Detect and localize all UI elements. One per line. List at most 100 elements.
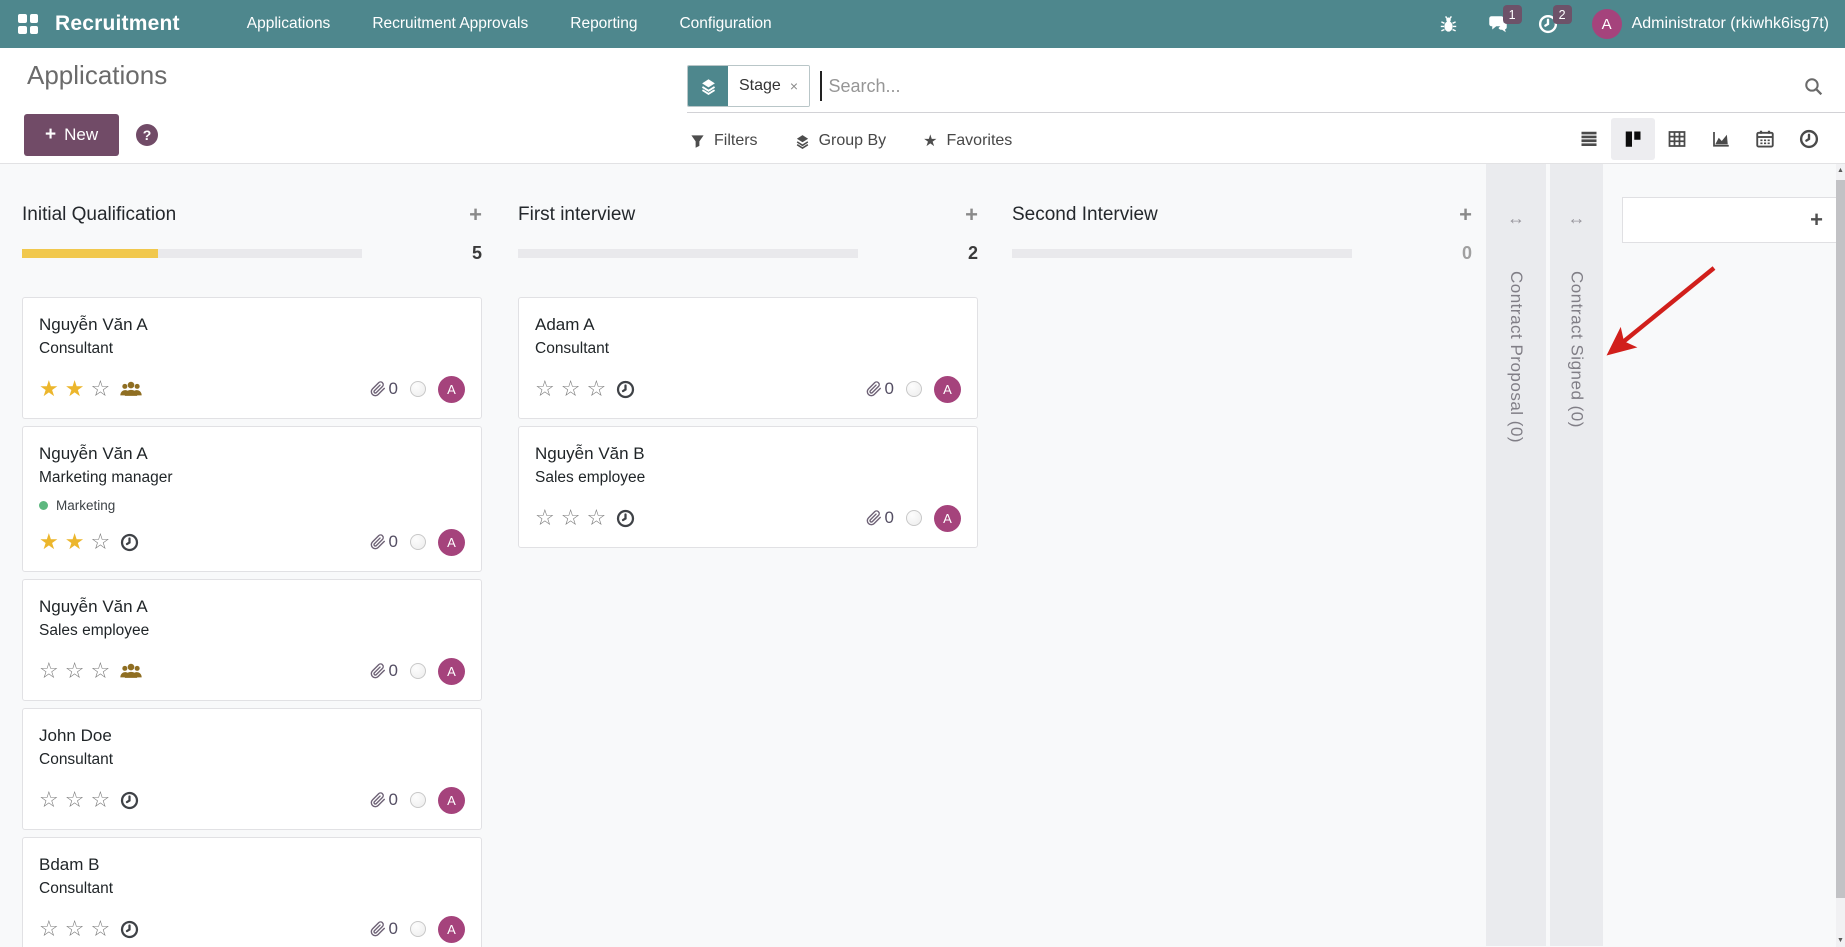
responsible-avatar[interactable]: A (438, 786, 465, 814)
kanban-state-icon[interactable] (410, 534, 426, 550)
attachment-count: 0 (370, 790, 398, 810)
responsible-avatar[interactable]: A (934, 375, 961, 403)
add-column-icon[interactable]: + (1810, 207, 1823, 232)
priority-stars: ★ ★ ☆ (39, 531, 110, 553)
view-calendar-button[interactable] (1743, 118, 1787, 160)
kanban-state-icon[interactable] (410, 792, 426, 808)
kanban-card[interactable]: John Doe Consultant ☆ ☆ ☆ 0 A (22, 708, 482, 830)
facet-remove-icon[interactable]: × (789, 78, 798, 94)
star-icon[interactable]: ☆ (535, 505, 555, 530)
text-cursor (820, 71, 822, 101)
star-icon[interactable]: ☆ (64, 658, 85, 683)
kanban-card[interactable]: Nguyễn Văn A Marketing manager Marketing… (22, 426, 482, 572)
scroll-down-icon[interactable]: ▼ (1837, 937, 1844, 944)
nav-item-reporting[interactable]: Reporting (570, 15, 638, 32)
kanban-card[interactable]: Nguyễn Văn B Sales employee ☆ ☆ ☆ 0 A (518, 426, 978, 548)
filters-button[interactable]: Filters (690, 132, 758, 150)
unfold-arrows-icon: ↔ (1507, 208, 1525, 228)
star-icon[interactable]: ☆ (90, 658, 111, 683)
kanban-state-icon[interactable] (410, 381, 426, 397)
plus-icon: + (45, 124, 57, 145)
star-icon[interactable]: ★ (64, 376, 85, 401)
user-menu[interactable]: A Administrator (rkiwhk6isg7t) (1591, 9, 1829, 39)
column-progressbar[interactable] (518, 249, 858, 258)
star-icon[interactable]: ☆ (39, 658, 59, 683)
activity-clock-icon[interactable] (120, 920, 139, 939)
debug-bug-icon[interactable] (1439, 15, 1458, 34)
responsible-avatar[interactable]: A (438, 375, 465, 403)
responsible-avatar[interactable]: A (438, 657, 465, 685)
responsible-avatar[interactable]: A (934, 504, 961, 532)
view-activity-button[interactable] (1787, 118, 1831, 160)
paperclip-icon (866, 510, 882, 526)
search-input[interactable] (828, 75, 1804, 97)
activity-clock-icon[interactable] (616, 380, 635, 399)
column-progressbar[interactable] (22, 249, 362, 258)
column-progressbar[interactable] (1012, 249, 1352, 258)
kanban-card[interactable]: Bdam B Consultant ☆ ☆ ☆ 0 A (22, 837, 482, 947)
quick-add-icon[interactable]: + (469, 202, 482, 227)
paperclip-icon (370, 663, 386, 679)
star-icon[interactable]: ★ (39, 529, 59, 554)
priority-stars: ☆ ☆ ☆ (39, 789, 110, 811)
messages-icon[interactable]: 1 (1488, 5, 1522, 34)
attachment-count: 0 (370, 661, 398, 681)
view-kanban-button[interactable] (1611, 118, 1655, 160)
activity-clock-icon[interactable] (120, 791, 139, 810)
star-icon[interactable]: ☆ (535, 376, 555, 401)
star-icon[interactable]: ★ (39, 376, 59, 401)
view-graph-button[interactable] (1699, 118, 1743, 160)
search-bar[interactable]: Stage × (687, 60, 1845, 113)
search-icon[interactable] (1804, 77, 1823, 96)
responsible-avatar[interactable]: A (438, 528, 465, 556)
folded-column-contract-signed[interactable]: ↔ Contract Signed (0) (1550, 164, 1603, 946)
view-list-button[interactable] (1567, 118, 1611, 160)
nav-item-recruitment-approvals[interactable]: Recruitment Approvals (372, 15, 529, 32)
kanban-state-icon[interactable] (906, 510, 922, 526)
star-icon[interactable]: ☆ (39, 787, 59, 812)
user-avatar[interactable]: A (1591, 9, 1622, 39)
vertical-scrollbar[interactable]: ▲ ▼ (1836, 164, 1845, 947)
star-icon[interactable]: ☆ (64, 787, 85, 812)
attachment-count: 0 (370, 532, 398, 552)
star-icon[interactable]: ☆ (560, 505, 581, 530)
kanban-card[interactable]: Nguyễn Văn A Consultant ★ ★ ☆ 0 A (22, 297, 482, 419)
main-menu: Applications Recruitment Approvals Repor… (226, 1, 793, 47)
star-icon[interactable]: ☆ (560, 376, 581, 401)
kanban-card[interactable]: Adam A Consultant ☆ ☆ ☆ 0 A (518, 297, 978, 419)
responsible-avatar[interactable]: A (438, 915, 465, 943)
star-icon[interactable]: ☆ (90, 376, 111, 401)
view-pivot-button[interactable] (1655, 118, 1699, 160)
star-icon[interactable]: ☆ (90, 529, 111, 554)
star-icon[interactable]: ☆ (64, 916, 85, 941)
new-button[interactable]: + New (24, 114, 120, 156)
kanban-state-icon[interactable] (906, 381, 922, 397)
app-name[interactable]: Recruitment (55, 12, 180, 35)
kanban-card[interactable]: Nguyễn Văn A Sales employee ☆ ☆ ☆ 0 A (22, 579, 482, 701)
scroll-up-icon[interactable]: ▲ (1837, 167, 1844, 174)
group-by-button[interactable]: Group By (795, 132, 886, 150)
kanban-state-icon[interactable] (410, 663, 426, 679)
star-icon[interactable]: ☆ (90, 916, 111, 941)
star-icon[interactable]: ☆ (586, 376, 607, 401)
activity-clock-icon[interactable] (120, 533, 139, 552)
nav-item-applications[interactable]: Applications (246, 15, 331, 32)
kanban-state-icon[interactable] (410, 921, 426, 937)
help-icon[interactable]: ? (136, 124, 158, 146)
folded-column-contract-proposal[interactable]: ↔ Contract Proposal (0) (1486, 164, 1546, 946)
star-icon[interactable]: ☆ (39, 916, 59, 941)
add-column-input[interactable]: + (1622, 197, 1838, 243)
quick-add-icon[interactable]: + (965, 202, 978, 227)
favorites-button[interactable]: ★ Favorites (923, 132, 1013, 150)
activities-clock-icon[interactable]: 2 (1538, 5, 1572, 34)
star-icon[interactable]: ☆ (586, 505, 607, 530)
nav-item-configuration[interactable]: Configuration (679, 15, 772, 32)
attachment-count: 0 (370, 919, 398, 939)
apps-menu-icon[interactable] (18, 14, 38, 34)
activity-clock-icon[interactable] (616, 509, 635, 528)
quick-add-icon[interactable]: + (1459, 202, 1472, 227)
star-icon: ★ (923, 133, 938, 150)
scrollbar-thumb[interactable] (1836, 180, 1845, 898)
star-icon[interactable]: ☆ (90, 787, 111, 812)
star-icon[interactable]: ★ (64, 529, 85, 554)
